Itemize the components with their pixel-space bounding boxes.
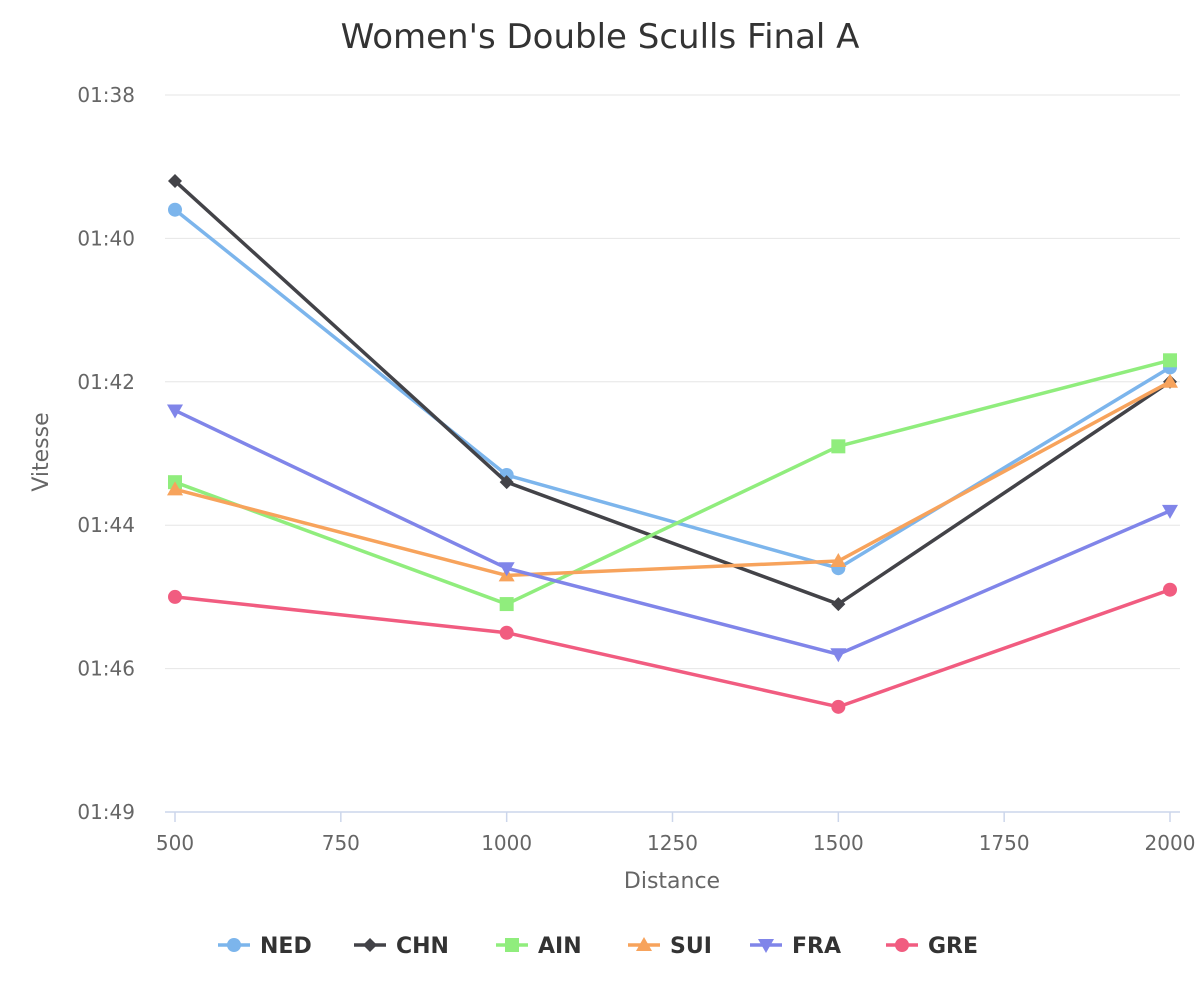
x-tick-label: 500 [156,831,194,855]
gridlines [165,94,1180,670]
legend-marker [636,937,652,951]
data-point-fra [830,648,847,663]
series-lines [167,174,1178,714]
data-point-chn [499,475,514,490]
y-axis-ticks: 01:38 01:40 01:42 01:44 01:46 01:49 [77,83,135,824]
legend-item-fra[interactable]: FRA [750,934,841,959]
legend-marker [227,938,241,952]
data-point-chn [168,174,182,189]
data-point-gre [831,699,846,714]
data-point-fra [1162,504,1178,519]
x-tick-label: 1500 [813,831,864,855]
legend-label: AIN [538,934,582,959]
series-sui [167,373,1178,582]
legend-label: GRE [928,934,978,959]
data-point-sui [167,481,183,496]
legend-item-chn[interactable]: CHN [354,934,449,959]
data-point-ned [168,202,182,217]
x-axis: 500 750 1000 1250 1500 1750 2000 [156,811,1196,855]
x-tick-label: 1750 [979,831,1030,855]
data-point-ain [831,439,846,454]
legend-marker [505,938,519,952]
x-tick-label: 1250 [647,831,698,855]
data-point-gre [499,625,514,640]
data-point-sui [1162,373,1178,388]
legend-item-ned[interactable]: NED [218,934,312,959]
legend-label: CHN [396,934,449,959]
data-point-chn [831,597,846,612]
legend-marker [363,938,377,952]
y-axis-title: Vitesse [29,412,54,491]
legend: NED CHN AIN SUI FRA GRE [218,934,978,959]
x-tick-label: 750 [322,831,360,855]
y-tick-label: 01:44 [77,513,135,537]
series-line-fra [174,408,1171,657]
series-line-ned [173,208,1171,570]
legend-marker [758,939,774,953]
y-tick-label: 01:42 [77,370,135,394]
series-chn [168,174,1177,612]
series-gre [168,582,1177,714]
data-point-ain [1163,353,1177,368]
y-tick-label: 01:46 [77,657,135,681]
data-point-fra [167,404,183,419]
series-ain [168,353,1177,612]
data-point-ain [499,597,514,612]
legend-label: NED [260,934,312,959]
legend-label: SUI [670,934,712,959]
series-line-ain [174,358,1171,606]
y-tick-label: 01:49 [77,800,135,824]
data-point-gre [1163,582,1177,597]
y-tick-label: 01:40 [77,226,135,250]
legend-item-ain[interactable]: AIN [496,934,582,959]
y-tick-label: 01:38 [77,83,135,107]
x-tick-label: 1000 [481,831,532,855]
chart-title: Women's Double Sculls Final A [341,17,860,57]
legend-label: FRA [792,934,841,959]
series-line-chn [173,179,1171,606]
legend-marker [895,938,909,952]
series-ned [168,202,1177,576]
data-point-sui [830,553,847,568]
series-line-sui [174,380,1171,578]
data-point-fra [498,562,515,577]
series-fra [167,404,1178,663]
x-tick-label: 2000 [1145,831,1196,855]
x-axis-title: Distance [624,869,720,894]
series-line-gre [174,588,1171,709]
legend-item-sui[interactable]: SUI [628,934,712,959]
data-point-gre [168,589,182,604]
legend-item-gre[interactable]: GRE [886,934,978,959]
